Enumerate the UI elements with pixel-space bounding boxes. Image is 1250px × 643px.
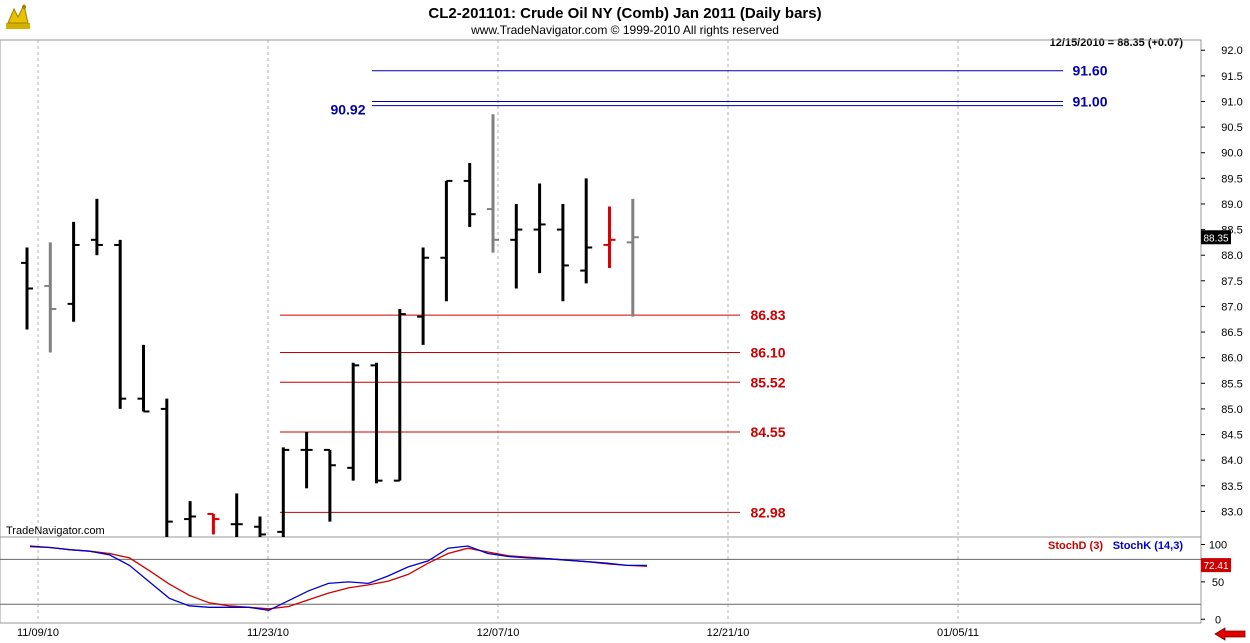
price-tick-label-6: 86.0 [1221, 353, 1242, 365]
stoch-tick-label-2: 100 [1209, 539, 1227, 551]
watermark: TradeNavigator.com [6, 525, 105, 537]
ohlc-bar [370, 362, 383, 484]
ohlc-bar [603, 206, 616, 269]
ohlc-bar [556, 203, 569, 302]
ohlc-bar [67, 221, 80, 322]
price-tick-label-17: 91.5 [1221, 71, 1242, 83]
price-tick-label-12: 89.0 [1221, 199, 1242, 211]
ohlc-bar [510, 203, 523, 289]
support-label-4: 82.98 [750, 504, 785, 520]
stoch-tick-label-1: 50 [1212, 577, 1224, 589]
support-label-3: 84.55 [750, 424, 785, 440]
price-tick-label-16: 91.0 [1221, 96, 1242, 108]
date-axis: 11/09/10 11/23/10 12/07/10 12/21/10 01/05/11 [17, 627, 979, 639]
ohlc-bar [90, 198, 103, 256]
ohlc-bar [137, 344, 150, 413]
date-tick-label-1: 11/23/10 [247, 627, 289, 639]
ohlc-bars [21, 114, 639, 537]
price-tick-label-10: 88.0 [1221, 250, 1242, 262]
support-label-1: 86.10 [750, 345, 785, 361]
stoch-k-line [29, 545, 647, 611]
ohlc-bar [347, 362, 360, 481]
price-tick-label-0: 83.0 [1221, 506, 1242, 518]
price-tick-label-7: 86.5 [1221, 327, 1242, 339]
ohlc-bar [393, 308, 406, 482]
date-tick-label-0: 11/09/10 [17, 627, 59, 639]
resistance-label-2: 90.92 [330, 102, 365, 118]
price-tick-label-14: 90.0 [1221, 148, 1242, 160]
price-levels: 91.60 91.00 90.92 86.83 86.10 85.52 84.55 82.98 [280, 63, 1108, 520]
ohlc-bar [580, 178, 593, 284]
trade-navigator-logo [6, 3, 30, 29]
copyright-text: www.TradeNavigator.com © 1999-2010 All r… [470, 23, 779, 37]
ohlc-bar [487, 114, 499, 253]
ohlc-bar [160, 398, 173, 537]
price-tick-label-2: 84.0 [1221, 455, 1242, 467]
stochastic-panel [0, 536, 1202, 624]
resistance-label-1: 91.00 [1072, 93, 1107, 109]
price-tick-label-1: 83.5 [1221, 481, 1242, 493]
price-tick-label-9: 87.5 [1221, 276, 1242, 288]
chart-title: CL2-201101: Crude Oil NY (Comb) Jan 2011… [428, 5, 821, 22]
ohlc-bar [440, 179, 453, 302]
last-price-box [1201, 230, 1231, 245]
price-tick-label-15: 90.5 [1221, 122, 1242, 134]
ohlc-bar [300, 431, 313, 489]
stoch-tick-label-0: 0 [1215, 614, 1221, 626]
support-label-2: 85.52 [750, 374, 785, 390]
stoch-last-label: 72.41 [1203, 561, 1228, 572]
ohlc-bar [230, 493, 243, 537]
price-tick-label-4: 85.0 [1221, 404, 1242, 416]
ohlc-bar [114, 239, 127, 409]
price-tick-label-5: 85.5 [1221, 378, 1242, 390]
ohlc-bar [254, 516, 266, 537]
ohlc-bar [323, 448, 336, 522]
stoch-d-line [29, 546, 648, 610]
price-tick-label-3: 84.5 [1221, 430, 1242, 442]
support-label-0: 86.83 [750, 307, 785, 323]
price-panel [0, 39, 1202, 538]
ohlc-bar [533, 183, 546, 274]
price-tick-label-13: 89.5 [1221, 173, 1242, 185]
resistance-label-0: 91.60 [1072, 63, 1107, 79]
legend-stoch-k: StochK (14,3) [1113, 540, 1184, 552]
last-quote: 12/15/2010 = 88.35 (+0.07) [1050, 37, 1184, 49]
legend-stoch-d: StochD (3) [1048, 540, 1103, 552]
ohlc-bar [207, 512, 220, 535]
ohlc-bar [417, 247, 430, 345]
last-price-label: 88.35 [1203, 233, 1228, 244]
date-tick-label-4: 01/05/11 [937, 627, 979, 639]
left-arrow-icon[interactable] [1213, 627, 1247, 641]
price-tick-label-8: 87.0 [1221, 301, 1242, 313]
ohlc-bar [463, 162, 476, 228]
vertical-grid [37, 40, 959, 623]
price-tick-label-18: 92.0 [1221, 45, 1242, 57]
ohlc-bar [21, 247, 33, 330]
price-axis: 83.0 83.5 84.0 84.5 85.0 85.5 86.0 86.5 87.0 87.5… [1201, 45, 1243, 626]
ohlc-bar [184, 501, 197, 537]
ohlc-bar [44, 242, 57, 353]
stochastic-lines [0, 545, 1201, 611]
ohlc-bar [277, 447, 290, 537]
date-tick-label-2: 12/07/10 [477, 627, 520, 639]
stoch-last-box [1201, 558, 1231, 573]
ohlc-bar [626, 198, 639, 317]
date-tick-label-3: 12/21/10 [707, 627, 750, 639]
